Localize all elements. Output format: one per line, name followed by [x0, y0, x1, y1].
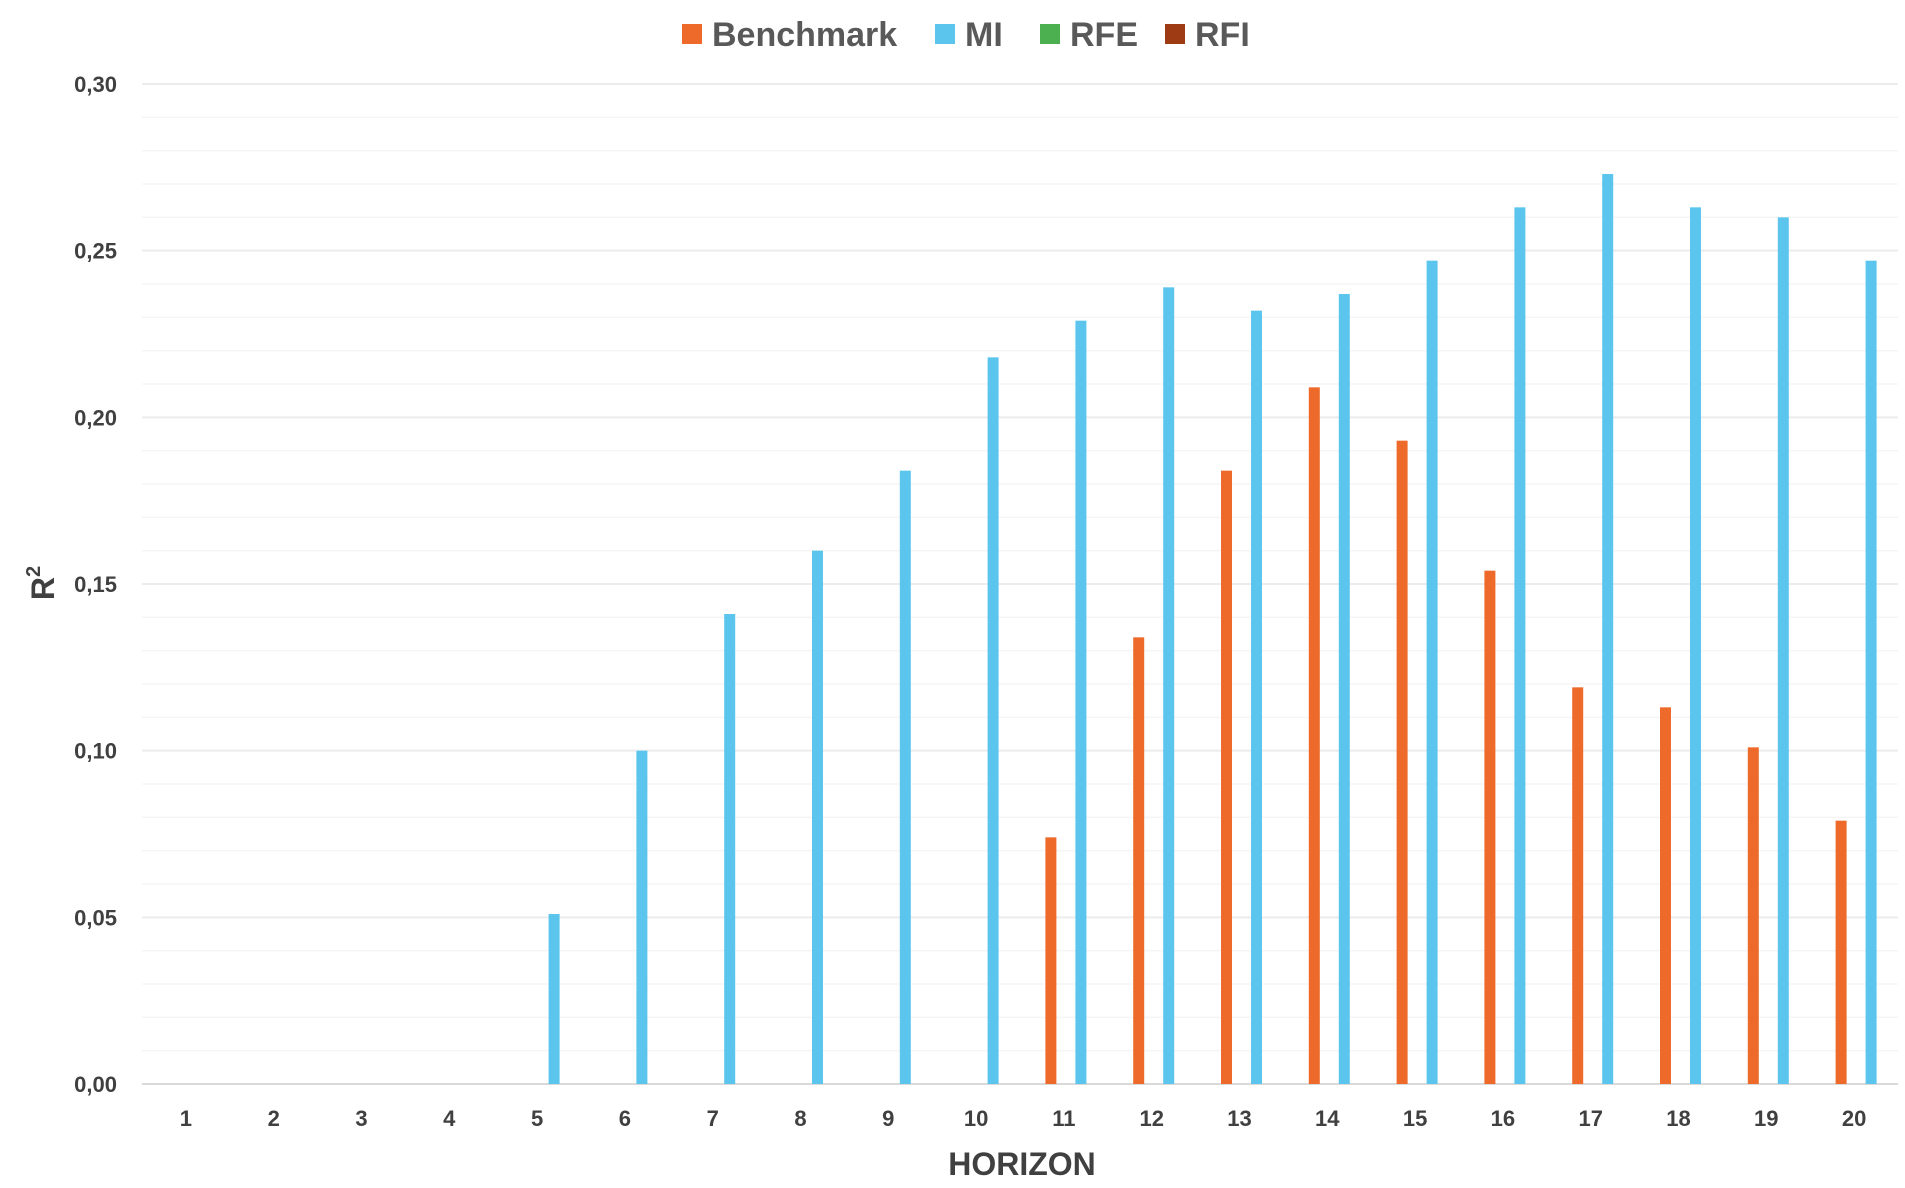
x-tick-label: 8: [794, 1106, 806, 1131]
y-axis-title-base: R: [25, 577, 61, 600]
bar-mi-10: [987, 357, 999, 1084]
bar-benchmark-13: [1221, 470, 1232, 1085]
bar-mi-15: [1426, 260, 1438, 1085]
legend-swatch-rfe: [1040, 24, 1060, 44]
y-axis-title: R2: [23, 566, 61, 600]
legend-label-rfi: RFI: [1195, 16, 1250, 54]
y-tick-label: 0,00: [74, 1072, 117, 1097]
y-tick-label: 0,25: [74, 239, 117, 264]
bar-mi-13: [1251, 310, 1262, 1085]
x-tick-label: 7: [707, 1106, 719, 1131]
x-tick-label: 5: [531, 1106, 543, 1131]
bar-mi-7: [724, 614, 736, 1084]
y-tick-label: 0,05: [74, 905, 117, 930]
y-tick-label: 0,30: [74, 72, 117, 97]
legend: Benchmark MI RFE RFI: [682, 16, 1250, 54]
x-tick-label: 6: [619, 1106, 631, 1131]
x-tick-label: 9: [882, 1106, 894, 1131]
y-tick-label: 0,15: [74, 572, 117, 597]
y-tick-label: 0,20: [74, 405, 117, 430]
bars: [548, 174, 1877, 1085]
bar-mi-5: [548, 914, 560, 1084]
legend-swatch-mi: [935, 24, 955, 44]
bar-mi-20: [1865, 260, 1877, 1085]
bar-mi-19: [1777, 217, 1789, 1085]
bar-mi-11: [1075, 320, 1087, 1085]
legend-item-mi: MI: [935, 16, 1003, 54]
y-axis-title-superscript: 2: [23, 566, 45, 577]
bar-mi-18: [1690, 207, 1701, 1085]
bar-benchmark-17: [1572, 687, 1584, 1084]
bar-benchmark-16: [1484, 570, 1496, 1084]
x-tick-label: 1: [180, 1106, 192, 1131]
bar-benchmark-18: [1660, 707, 1671, 1084]
x-tick-label: 10: [964, 1106, 988, 1131]
x-tick-label: 3: [355, 1106, 367, 1131]
legend-label-mi: MI: [965, 16, 1003, 54]
bar-mi-12: [1163, 287, 1175, 1084]
x-axis-ticks: 1 2 3 4 5 6 7 8 9 10 11 12 13 14 15 16 17 18 19 20: [180, 1106, 1867, 1131]
bar-mi-6: [636, 750, 648, 1084]
x-tick-label: 16: [1491, 1106, 1515, 1131]
x-tick-label: 13: [1227, 1106, 1251, 1131]
legend-label-benchmark: Benchmark: [712, 16, 897, 54]
x-tick-label: 4: [443, 1106, 456, 1131]
gridlines: [142, 83, 1898, 1085]
legend-item-rfe: RFE: [1040, 16, 1138, 54]
legend-swatch-rfi: [1165, 24, 1185, 44]
bar-mi-8: [812, 550, 823, 1084]
bar-benchmark-15: [1396, 440, 1408, 1085]
bar-benchmark-12: [1133, 637, 1145, 1084]
y-axis-ticks: 0,00 0,05 0,10 0,15 0,20 0,25 0,30: [74, 72, 117, 1097]
bar-benchmark-11: [1045, 837, 1057, 1084]
x-tick-label: 12: [1139, 1106, 1163, 1131]
bar-benchmark-14: [1308, 387, 1320, 1084]
x-tick-label: 11: [1052, 1106, 1075, 1131]
legend-item-rfi: RFI: [1165, 16, 1250, 54]
bar-mi-17: [1602, 174, 1614, 1084]
bar-mi-14: [1338, 294, 1350, 1084]
x-tick-label: 14: [1315, 1106, 1340, 1131]
svg-text:R2: R2: [23, 566, 61, 600]
x-tick-label: 18: [1666, 1106, 1690, 1131]
bar-mi-16: [1514, 207, 1526, 1085]
bar-mi-9: [899, 470, 911, 1085]
bar-benchmark-19: [1747, 747, 1759, 1084]
y-tick-label: 0,10: [74, 739, 117, 764]
x-tick-label: 2: [268, 1106, 280, 1131]
legend-label-rfe: RFE: [1070, 16, 1138, 54]
legend-swatch-benchmark: [682, 24, 702, 44]
x-tick-label: 15: [1403, 1106, 1427, 1131]
bar-benchmark-20: [1835, 820, 1847, 1084]
x-tick-label: 17: [1578, 1106, 1602, 1131]
x-tick-label: 20: [1842, 1106, 1866, 1131]
x-tick-label: 19: [1754, 1106, 1778, 1131]
x-axis-title: HORIZON: [948, 1146, 1096, 1182]
legend-item-benchmark: Benchmark: [682, 16, 897, 54]
